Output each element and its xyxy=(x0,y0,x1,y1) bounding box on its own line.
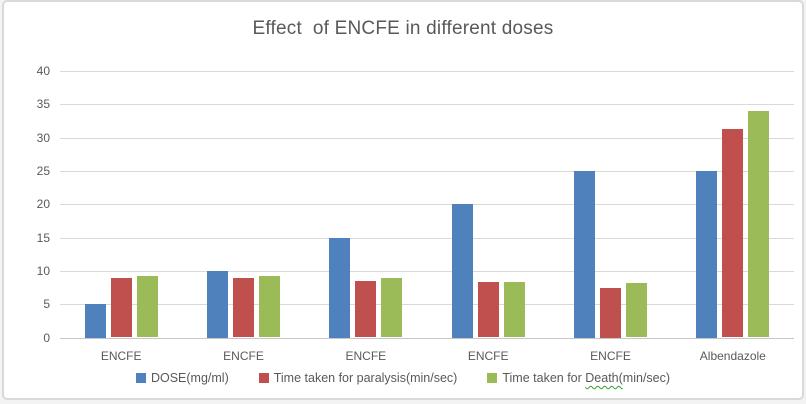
legend-swatch xyxy=(258,373,269,383)
y-tick-label: 15 xyxy=(36,230,50,245)
x-category-label: ENCFE xyxy=(100,348,142,363)
bar-series1-group6 xyxy=(696,170,718,338)
bar-series3-group4 xyxy=(503,281,525,338)
bar-series3-group5 xyxy=(626,282,647,338)
bar-series1-group1 xyxy=(84,304,106,338)
bar-series3-group6 xyxy=(748,110,770,338)
legend-swatch xyxy=(135,373,146,383)
legend-label: Time taken for paralysis(min/sec) xyxy=(274,371,458,385)
legend-swatch xyxy=(487,373,498,383)
bar-series2-group2 xyxy=(233,277,254,338)
gridline xyxy=(60,304,794,306)
legend-label: DOSE(mg/ml) xyxy=(151,371,229,385)
y-tick-label: 35 xyxy=(36,97,50,112)
legend: DOSE(mg/ml) Time taken for paralysis(min/… xyxy=(4,371,802,385)
gridline xyxy=(60,237,794,239)
legend-label: Time taken for Death(min/sec) xyxy=(502,371,670,385)
gridline xyxy=(60,270,794,272)
legend-label-text: Time taken for paralysis(min/sec) xyxy=(273,371,458,385)
chart-title: Effect of ENCFE in different doses xyxy=(252,18,554,39)
x-category-label: ENCFE xyxy=(590,348,631,363)
y-tick-label: 30 xyxy=(36,130,50,145)
legend-label-text: Time taken for xyxy=(502,371,586,385)
x-axis-line xyxy=(60,337,794,339)
bar-series1-group3 xyxy=(329,237,351,338)
bar-series1-group2 xyxy=(207,270,228,338)
gridline xyxy=(60,104,794,106)
gridline xyxy=(60,71,794,72)
y-tick-label: 5 xyxy=(43,297,50,312)
y-tick-label: 0 xyxy=(43,330,50,345)
x-category-label: ENCFE xyxy=(467,348,509,363)
y-tick-label: 40 xyxy=(36,64,50,78)
legend-label-text: min/sec) xyxy=(622,371,671,385)
legend-label-text: DOSE(mg/ml) xyxy=(150,371,229,385)
bar-series2-group3 xyxy=(355,280,377,338)
bar-series3-group1 xyxy=(136,275,158,338)
legend-label-misspelled-word: Death( xyxy=(585,371,623,385)
y-tick-label: 20 xyxy=(36,197,50,212)
gridline xyxy=(60,204,794,206)
gridline xyxy=(60,137,794,139)
legend-item-1: DOSE(mg/ml) xyxy=(135,371,229,385)
bar-series2-group4 xyxy=(477,282,499,338)
x-category-label: Albendazole xyxy=(699,348,766,363)
bar-series1-group4 xyxy=(451,204,473,338)
y-tick-label: 25 xyxy=(36,163,50,178)
bar-series3-group2 xyxy=(259,275,280,338)
bar-series2-group5 xyxy=(600,287,621,338)
x-category-label: ENCFE xyxy=(345,348,387,363)
legend-item-2: Time taken for paralysis(min/sec) xyxy=(258,371,458,385)
bar-series2-group6 xyxy=(722,128,744,338)
bar-series2-group1 xyxy=(110,277,132,338)
y-tick-label: 10 xyxy=(36,263,50,278)
x-category-label: ENCFE xyxy=(223,348,264,363)
gridline xyxy=(60,170,794,172)
bar-series3-group3 xyxy=(381,277,403,338)
bar-series1-group5 xyxy=(574,170,595,338)
legend-item-3: Time taken for Death(min/sec) xyxy=(487,371,670,385)
